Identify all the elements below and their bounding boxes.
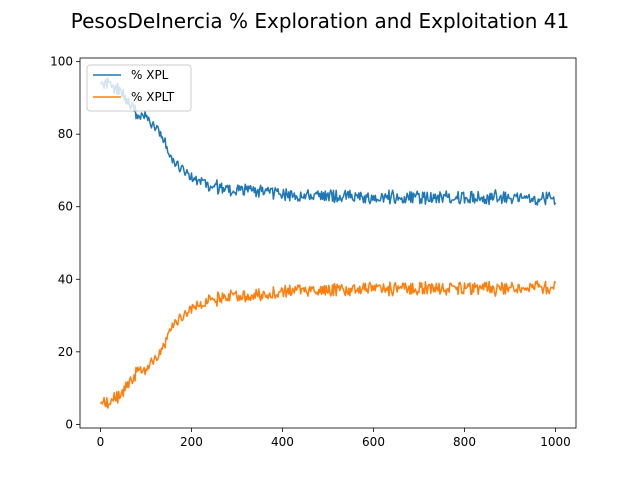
- y-tick-label: 0: [65, 417, 73, 431]
- x-tick-label: 600: [362, 435, 385, 449]
- plot-area: 0 200 400 600 800 1000 0 20 40 60 80 100 % XPL % XPLT: [50, 55, 577, 449]
- chart-title: PesosDeInercia % Exploration and Exploit…: [71, 9, 569, 33]
- y-tick-label: 100: [50, 55, 73, 69]
- x-tick-label: 800: [453, 435, 476, 449]
- legend-label-2: % XPLT: [131, 90, 175, 104]
- y-tick-label: 80: [58, 127, 73, 141]
- x-tick-label: 400: [271, 435, 294, 449]
- axes-frame: [79, 57, 577, 429]
- x-tick-label: 1000: [540, 435, 571, 449]
- legend-label-1: % XPL: [131, 68, 169, 82]
- y-tick-label: 20: [58, 345, 73, 359]
- series-line-1: [99, 77, 557, 206]
- series-line-2: [99, 280, 557, 409]
- legend-box: [86, 64, 192, 112]
- x-tick-label: 0: [97, 435, 105, 449]
- y-tick-label: 60: [58, 200, 73, 214]
- y-tick-label: 40: [58, 272, 73, 286]
- x-tick-label: 200: [180, 435, 203, 449]
